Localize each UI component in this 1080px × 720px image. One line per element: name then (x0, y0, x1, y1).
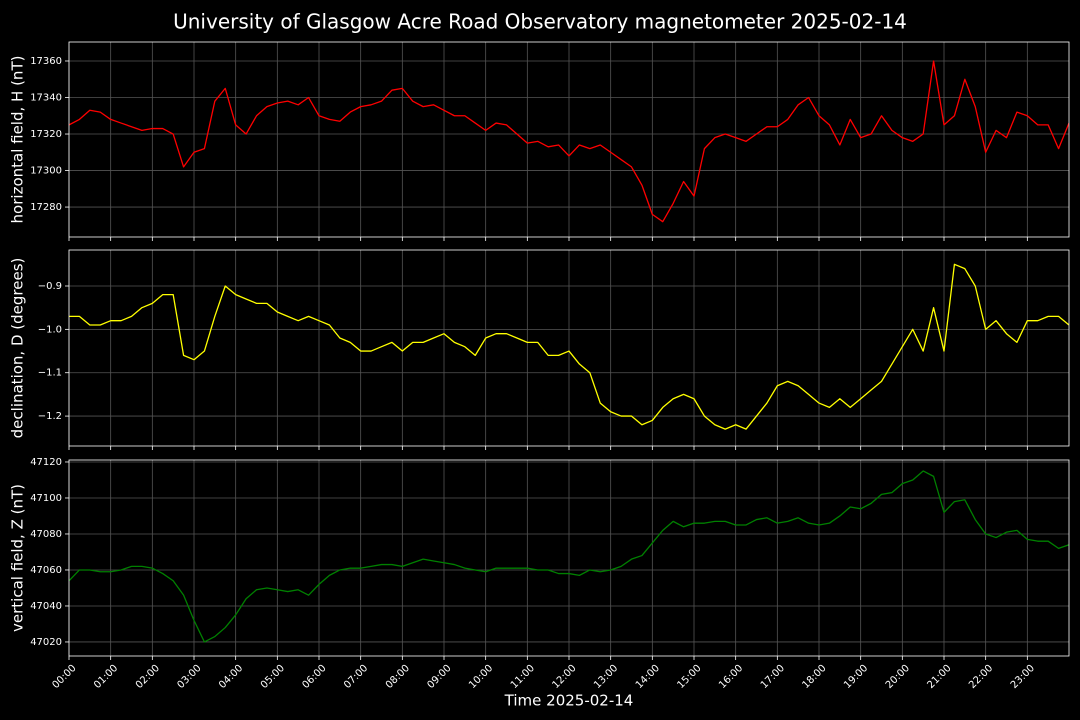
y-tick-label: −0.9 (38, 281, 62, 292)
axes-frame (68, 249, 1070, 447)
chart-title: University of Glasgow Acre Road Observat… (173, 10, 907, 34)
y-tick-label: 47060 (30, 565, 62, 576)
y-tick-label: 47100 (30, 493, 62, 504)
y-tick-label: 17300 (30, 166, 62, 177)
plot-area (69, 263, 1069, 430)
y-tick-label: −1.2 (38, 411, 62, 422)
y-tick-label: 47020 (30, 637, 62, 648)
axes-frame (68, 41, 1070, 238)
plot-area (69, 470, 1069, 643)
y-tick-label: −1.1 (38, 368, 62, 379)
y-tick-label: 47120 (30, 457, 62, 468)
y-tick-label: 17360 (30, 56, 62, 67)
x-axis-label: Time 2025-02-14 (504, 692, 634, 710)
y-tick-label: 17320 (30, 129, 62, 140)
y-axis-label: vertical field, Z (nT) (9, 484, 27, 632)
data-line (69, 470, 1069, 643)
data-line (69, 263, 1069, 430)
y-tick-label: −1.0 (38, 324, 62, 335)
y-tick-label: 47040 (30, 601, 62, 612)
y-tick-label: 17340 (30, 93, 62, 104)
data-line (69, 60, 1069, 223)
y-tick-label: 17280 (30, 202, 62, 213)
axes-frame (68, 459, 1070, 657)
plot-area (69, 60, 1069, 223)
y-axis-label: declination, D (degrees) (9, 258, 27, 439)
y-axis-label: horizontal field, H (nT) (9, 56, 27, 224)
y-tick-label: 47080 (30, 529, 62, 540)
